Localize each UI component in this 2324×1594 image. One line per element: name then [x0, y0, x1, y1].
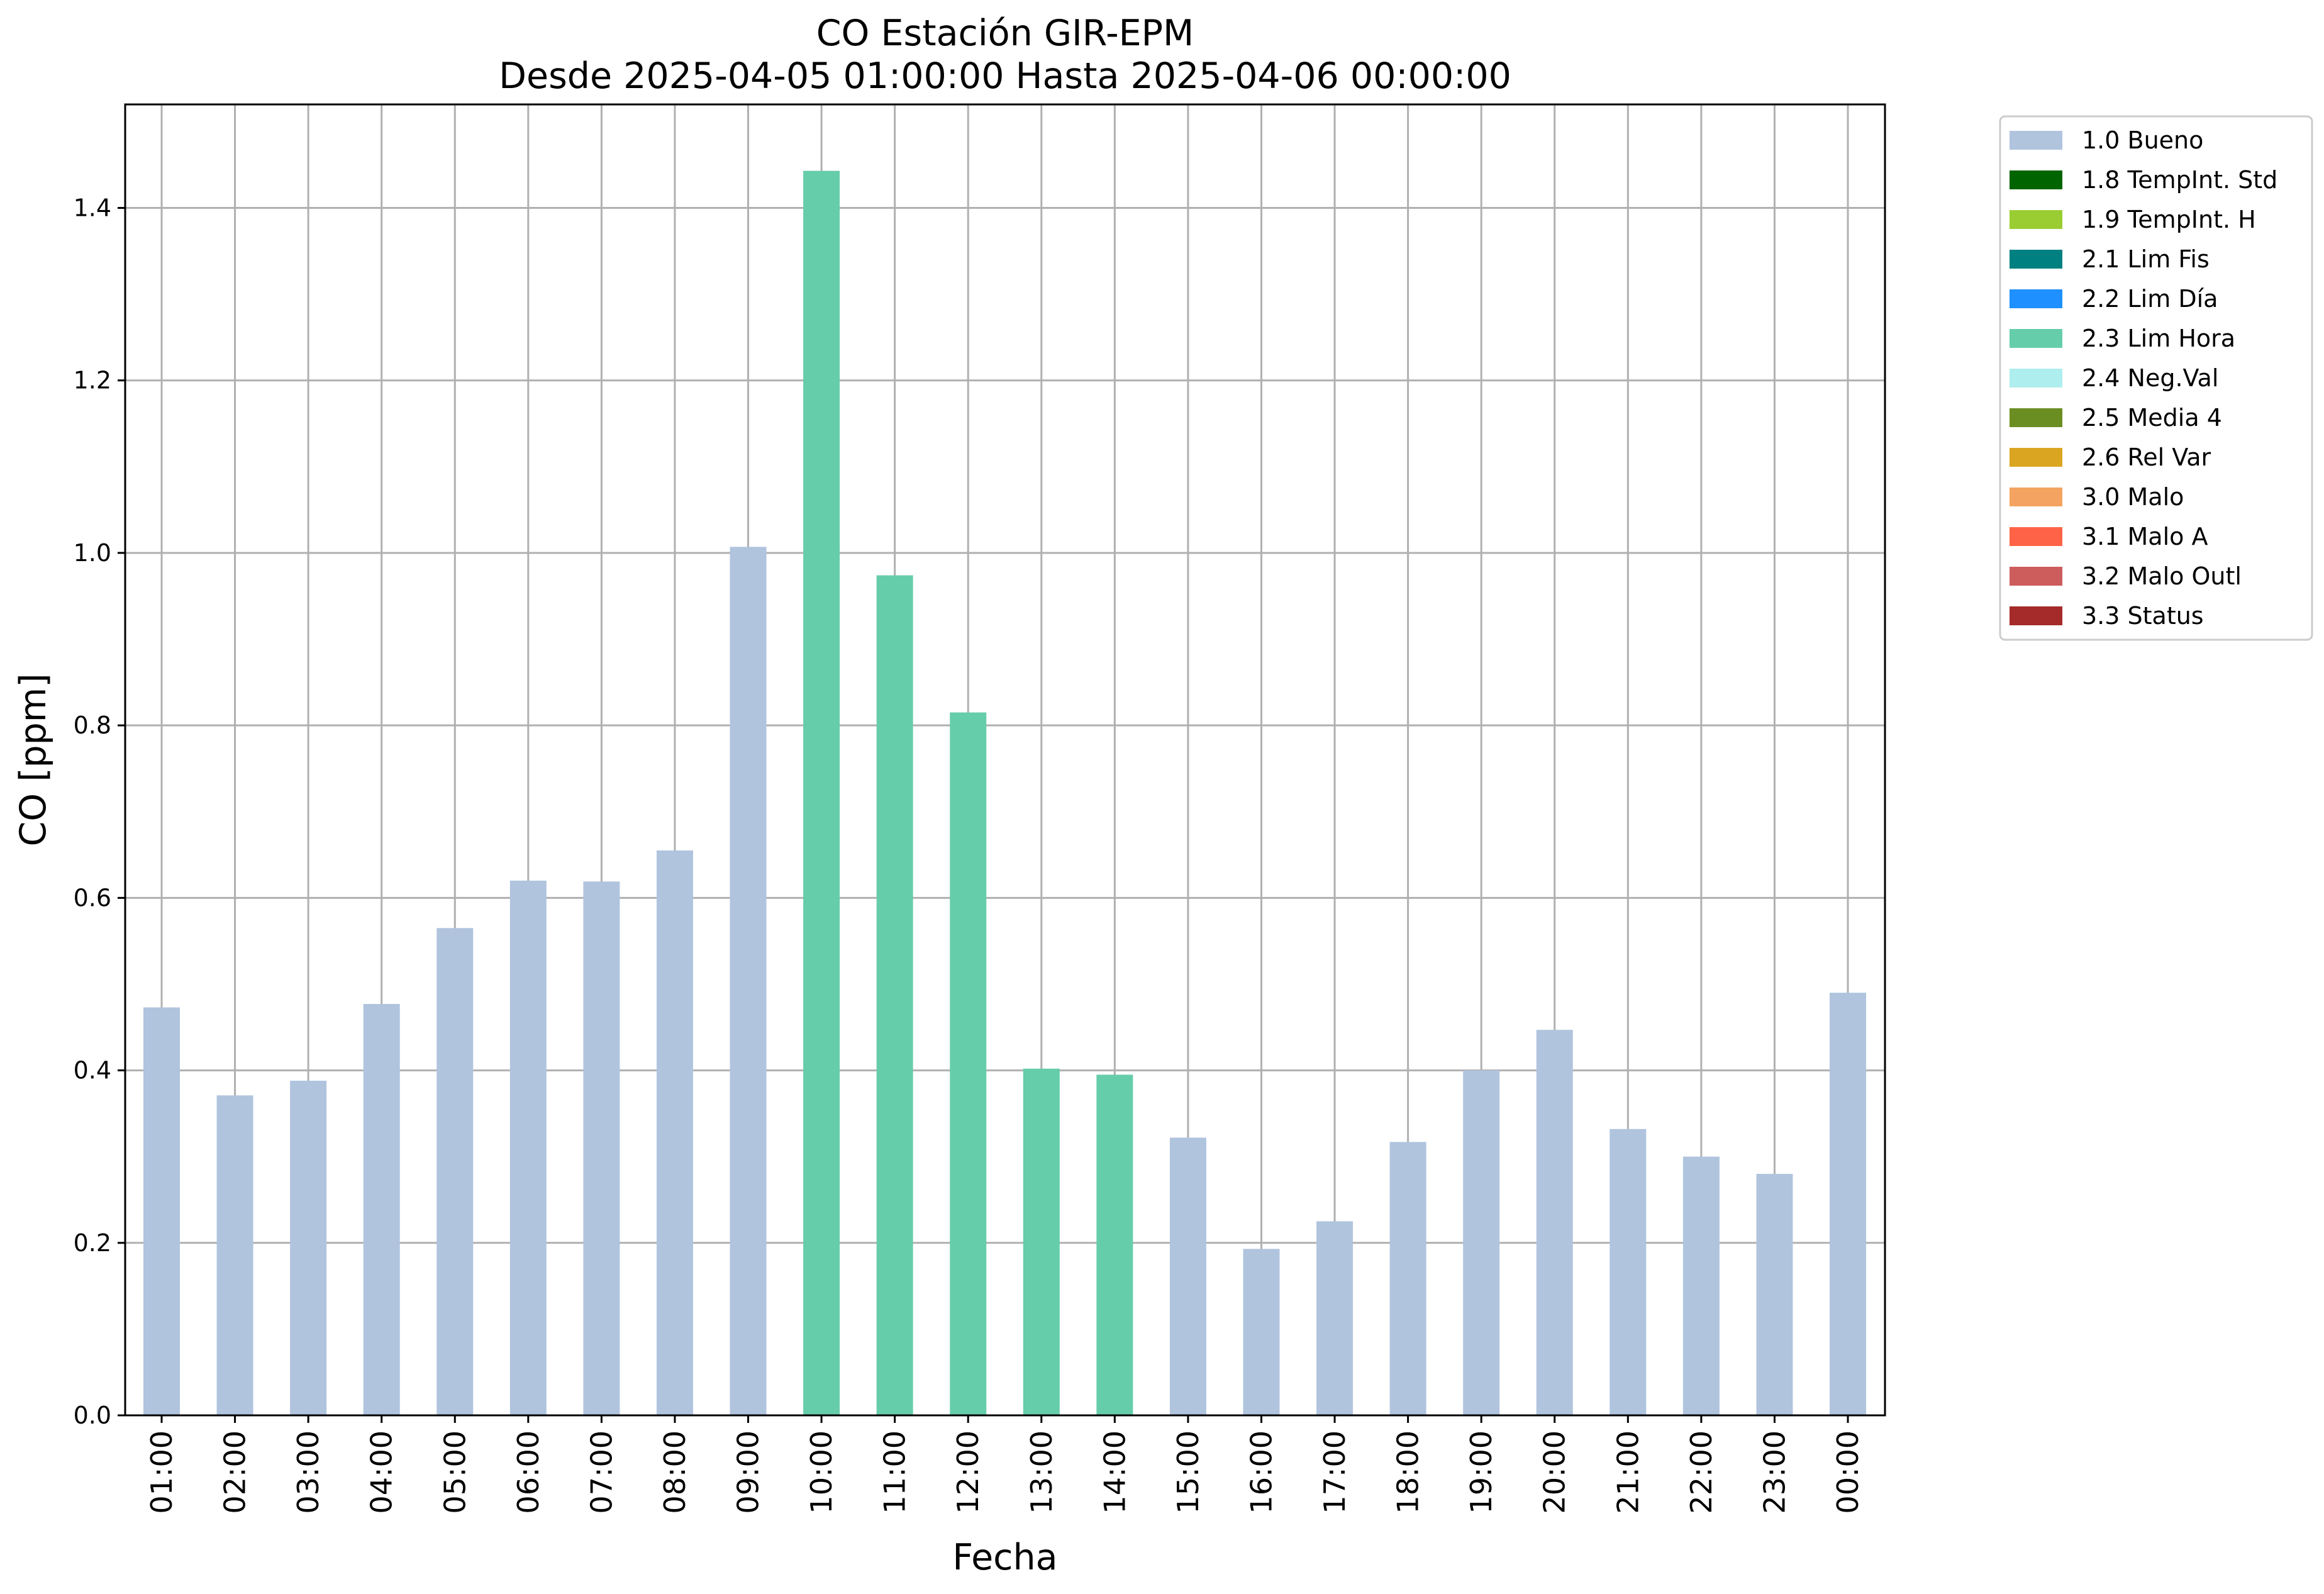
y-tick-label: 1.0: [74, 539, 111, 567]
x-tick-label: 02:00: [218, 1430, 252, 1514]
chart-subtitle: Desde 2025-04-05 01:00:00 Hasta 2025-04-…: [499, 55, 1511, 97]
x-tick-label: 11:00: [878, 1430, 912, 1514]
legend-swatch: [2010, 488, 2062, 506]
legend-label: 2.4 Neg.Val: [2082, 364, 2218, 392]
bar-1000: [803, 170, 840, 1415]
y-axis-label: CO [ppm]: [13, 673, 54, 846]
bar-0300: [290, 1081, 327, 1415]
legend-label: 1.9 TempInt. H: [2082, 206, 2256, 233]
bar-1900: [1463, 1070, 1500, 1415]
bar-1500: [1169, 1137, 1206, 1415]
x-tick-label: 21:00: [1611, 1430, 1645, 1514]
x-tick-label: 01:00: [145, 1430, 179, 1514]
x-tick-label: 09:00: [731, 1430, 765, 1514]
y-tick-label: 0.2: [74, 1229, 111, 1257]
plot-frame: [124, 103, 1886, 1417]
bar-2000: [1536, 1030, 1573, 1415]
legend-box: [1999, 115, 2313, 641]
bar-0900: [730, 547, 767, 1415]
legend-label: 3.2 Malo Outl: [2082, 562, 2242, 590]
bar-1100: [876, 575, 913, 1415]
legend-swatch: [2010, 289, 2062, 308]
x-tick-label: 07:00: [584, 1430, 618, 1514]
y-tick-label: 1.2: [74, 367, 111, 394]
legend-swatch: [2010, 448, 2062, 467]
bar-2100: [1610, 1129, 1647, 1415]
legend-swatch: [2010, 408, 2062, 427]
legend-label: 2.6 Rel Var: [2082, 443, 2211, 471]
bar-0000: [1830, 993, 1866, 1415]
x-tick-label: 08:00: [658, 1430, 692, 1514]
x-tick-label: 15:00: [1171, 1430, 1205, 1514]
legend-label: 3.1 Malo A: [2082, 523, 2208, 550]
x-tick-label: 04:00: [365, 1430, 399, 1514]
legend-swatch: [2010, 606, 2062, 625]
x-tick-label: 00:00: [1831, 1430, 1865, 1514]
bar-2200: [1682, 1156, 1720, 1415]
x-tick-label: 13:00: [1025, 1430, 1059, 1514]
legend-label: 1.0 Bueno: [2082, 126, 2203, 154]
legend-label: 2.2 Lim Día: [2082, 285, 2218, 313]
bar-0100: [143, 1007, 180, 1415]
legend-label: 2.5 Media 4: [2082, 404, 2222, 432]
legend-entries: 1.0 Bueno 1.8 TempInt. Std 1.9 TempInt. H 2…: [2010, 126, 2277, 630]
bar-0500: [436, 928, 474, 1415]
y-tick-label: 0.6: [74, 884, 111, 911]
y-tick-label: 1.4: [74, 194, 111, 222]
x-axis-label: Fecha: [952, 1537, 1057, 1578]
x-tick-label: 20:00: [1538, 1430, 1572, 1514]
x-tick-label: 16:00: [1244, 1430, 1278, 1514]
bars: [143, 170, 1866, 1415]
x-tick-label: 17:00: [1318, 1430, 1352, 1514]
chart-title: CO Estación GIR-EPM: [816, 13, 1194, 54]
legend-label: 3.3 Status: [2082, 602, 2204, 630]
legend-swatch: [2010, 329, 2062, 348]
y-axis-ticks: 0.0 0.2 0.4 0.6 0.8 1.0 1.2 1.4: [74, 194, 125, 1429]
bar-0800: [656, 850, 693, 1415]
bar-0400: [363, 1004, 400, 1415]
legend-swatch: [2010, 527, 2062, 546]
legend-label: 3.0 Malo: [2082, 483, 2184, 511]
legend-swatch: [2010, 170, 2062, 189]
bar-1400: [1096, 1074, 1133, 1415]
x-tick-label: 05:00: [438, 1430, 472, 1514]
bar-1200: [950, 712, 987, 1415]
bar-2300: [1756, 1174, 1793, 1415]
legend-swatch: [2010, 250, 2062, 269]
y-tick-label: 0.8: [74, 711, 111, 739]
x-tick-label: 10:00: [804, 1430, 838, 1514]
x-tick-label: 19:00: [1464, 1430, 1498, 1514]
bar-0200: [216, 1095, 253, 1415]
y-tick-label: 0.0: [74, 1402, 111, 1429]
legend-label: 1.8 TempInt. Std: [2082, 166, 2277, 194]
x-tick-label: 18:00: [1391, 1430, 1425, 1514]
x-tick-label: 22:00: [1684, 1430, 1718, 1514]
bar-1700: [1316, 1221, 1354, 1415]
legend-label: 2.1 Lim Fis: [2082, 245, 2210, 273]
legend-swatch: [2010, 567, 2062, 586]
legend-swatch: [2010, 210, 2062, 229]
legend-swatch: [2010, 369, 2062, 387]
x-axis-ticks: 01:00 02:00 03:00 04:00 05:00 06:00 07:00 08:00…: [145, 1415, 1865, 1514]
legend: 1.0 Bueno 1.8 TempInt. Std 1.9 TempInt. H 2…: [1999, 115, 2313, 641]
bar-0600: [509, 880, 547, 1415]
x-tick-label: 14:00: [1098, 1430, 1131, 1514]
legend-swatch: [2010, 131, 2062, 150]
bar-1800: [1389, 1142, 1426, 1415]
x-tick-label: 03:00: [291, 1430, 325, 1514]
x-tick-label: 06:00: [511, 1430, 545, 1514]
y-tick-label: 0.4: [74, 1057, 111, 1084]
bar-1600: [1243, 1249, 1280, 1415]
bar-0700: [583, 881, 620, 1415]
x-tick-label: 12:00: [951, 1430, 985, 1514]
x-tick-label: 23:00: [1757, 1430, 1791, 1514]
legend-label: 2.3 Lim Hora: [2082, 325, 2235, 352]
bar-1300: [1023, 1068, 1060, 1415]
